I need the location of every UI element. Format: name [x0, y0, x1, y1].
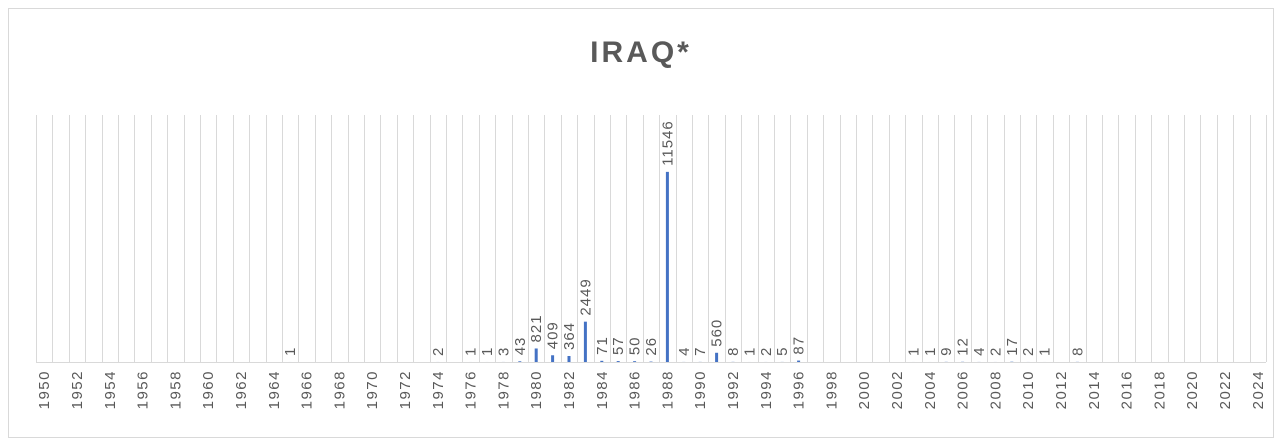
- x-tick-label: 2004: [922, 370, 939, 409]
- x-tick-label: 2002: [889, 370, 906, 409]
- bar: [534, 348, 538, 362]
- x-tick-label: 1964: [266, 370, 283, 409]
- bar: [583, 321, 587, 362]
- x-tick-label: 1978: [495, 370, 512, 409]
- data-label: 2: [758, 347, 775, 356]
- data-label: 8: [1069, 347, 1086, 356]
- data-label: 57: [610, 336, 627, 355]
- data-label: 821: [528, 314, 545, 342]
- bar: [551, 355, 555, 362]
- x-tick-label: 1980: [528, 370, 545, 409]
- x-tick-label: 1952: [69, 370, 86, 409]
- x-tick-label: 2012: [1053, 370, 1070, 409]
- x-tick-label: 1956: [135, 370, 152, 409]
- data-label: 5: [774, 347, 791, 356]
- data-label: 1: [463, 347, 480, 356]
- chart-frame: [8, 8, 1274, 438]
- x-tick-label: 1974: [430, 370, 447, 409]
- data-label: 3: [495, 347, 512, 356]
- data-label: 2: [430, 347, 447, 356]
- x-tick-label: 2000: [856, 370, 873, 409]
- x-tick-label: 1990: [692, 370, 709, 409]
- data-label: 8: [725, 347, 742, 356]
- x-tick-label: 1968: [331, 370, 348, 409]
- data-label: 9: [938, 347, 955, 356]
- x-tick-label: 1984: [594, 370, 611, 409]
- x-tick-label: 1982: [561, 370, 578, 409]
- chart-title: IRAQ*: [590, 36, 692, 69]
- data-label: 409: [545, 321, 562, 349]
- data-label: 1: [1037, 347, 1054, 356]
- data-label: 50: [627, 336, 644, 355]
- data-label: 560: [709, 319, 726, 347]
- x-tick-label: 1998: [823, 370, 840, 409]
- data-label: 12: [955, 337, 972, 356]
- x-tick-label: 2016: [1119, 370, 1136, 409]
- x-tick-label: 1954: [102, 370, 119, 409]
- data-label: 7: [692, 347, 709, 356]
- data-label: 2: [1020, 347, 1037, 356]
- data-label: 1: [741, 347, 758, 356]
- x-tick-label: 2006: [955, 370, 972, 409]
- data-label: 43: [512, 337, 529, 356]
- data-label: 26: [643, 337, 660, 356]
- x-tick-label: 2020: [1184, 370, 1201, 409]
- x-tick-label: 2010: [1020, 370, 1037, 409]
- data-label: 364: [561, 322, 578, 350]
- x-tick-label: 1966: [299, 370, 316, 409]
- x-tick-label: 1962: [233, 370, 250, 409]
- data-label: 2449: [577, 278, 594, 315]
- x-tick-label: 2008: [987, 370, 1004, 409]
- data-label: 71: [594, 336, 611, 355]
- bar: [665, 171, 669, 362]
- x-tick-label: 1972: [397, 370, 414, 409]
- x-tick-label: 1970: [364, 370, 381, 409]
- data-label: 1: [922, 347, 939, 356]
- data-label: 4: [676, 347, 693, 356]
- bar: [518, 361, 522, 362]
- data-label: 1: [905, 347, 922, 356]
- data-label: 1: [479, 347, 496, 356]
- bar: [567, 356, 571, 362]
- x-tick-label: 1988: [659, 370, 676, 409]
- bar: [633, 361, 637, 362]
- data-label: 87: [791, 336, 808, 355]
- bar: [600, 360, 604, 362]
- data-label: 4: [971, 347, 988, 356]
- x-tick-label: 2018: [1151, 370, 1168, 409]
- x-tick-label: 1960: [200, 370, 217, 409]
- x-tick-label: 1958: [167, 370, 184, 409]
- data-label: 2: [987, 347, 1004, 356]
- bar: [715, 352, 719, 362]
- data-label: 11546: [659, 120, 676, 166]
- x-tick-label: 1950: [36, 370, 53, 409]
- bar: [797, 360, 801, 362]
- x-tick-label: 2022: [1217, 370, 1234, 409]
- data-label: 1: [282, 347, 299, 356]
- x-tick-label: 2014: [1086, 370, 1103, 409]
- x-tick-label: 2024: [1250, 370, 1267, 409]
- x-tick-label: 1996: [791, 370, 808, 409]
- x-tick-label: 1986: [627, 370, 644, 409]
- x-tick-label: 1994: [758, 370, 775, 409]
- data-label: 17: [1004, 337, 1021, 356]
- x-tick-label: 1976: [463, 370, 480, 409]
- x-tick-label: 1992: [725, 370, 742, 409]
- bar: [616, 361, 620, 362]
